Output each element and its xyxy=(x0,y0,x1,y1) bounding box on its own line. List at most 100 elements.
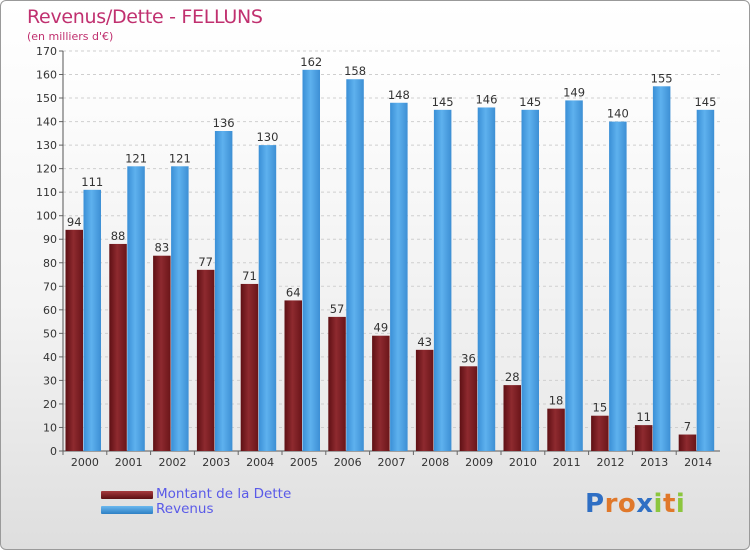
data-label-debt-2001: 88 xyxy=(111,229,126,243)
bar-debt-2008 xyxy=(415,349,434,451)
logo-letter: i xyxy=(653,489,663,519)
x-tick-label-2010: 2010 xyxy=(509,456,537,469)
data-label-debt-2006: 57 xyxy=(330,302,345,316)
bar-revenue-2012 xyxy=(609,121,627,452)
bar-debt-2011 xyxy=(547,408,565,451)
logo-letter: i xyxy=(675,489,686,519)
legend-swatch-revenue xyxy=(101,506,153,514)
logo-letter: o xyxy=(617,489,637,519)
x-tick-label-2009: 2009 xyxy=(465,456,493,469)
y-tick-label-110: 110 xyxy=(36,186,57,199)
data-label-revenue-2009: 146 xyxy=(475,92,497,106)
data-label-debt-2010: 28 xyxy=(505,370,520,384)
data-label-revenue-2008: 145 xyxy=(432,95,454,109)
y-tick-label-130: 130 xyxy=(36,139,57,152)
y-tick-label-150: 150 xyxy=(36,92,57,105)
bar-debt-2006 xyxy=(328,316,346,451)
bar-revenue-2002 xyxy=(171,166,189,451)
x-tick-label-2003: 2003 xyxy=(202,456,230,469)
bar-debt-2000 xyxy=(65,229,83,451)
data-label-revenue-2001: 121 xyxy=(125,151,147,165)
data-label-debt-2011: 18 xyxy=(549,394,564,408)
y-tick-label-30: 30 xyxy=(43,374,57,387)
y-tick-label-40: 40 xyxy=(43,351,57,364)
bar-revenue-2004 xyxy=(258,145,277,451)
logo-letter: r xyxy=(604,489,618,519)
bar-revenue-2014 xyxy=(696,109,715,451)
x-tick-label-2002: 2002 xyxy=(159,456,187,469)
bar-debt-2007 xyxy=(372,335,390,451)
data-label-debt-2004: 71 xyxy=(242,269,257,283)
y-tick-label-70: 70 xyxy=(43,280,57,293)
data-label-revenue-2012: 140 xyxy=(607,107,629,121)
bar-revenue-2013 xyxy=(652,86,671,451)
x-tick-label-2001: 2001 xyxy=(115,456,143,469)
logo-letter: P xyxy=(585,489,605,519)
bar-debt-2010 xyxy=(503,385,521,451)
bar-revenue-2005 xyxy=(302,69,320,451)
data-label-debt-2000: 94 xyxy=(67,215,82,229)
x-tick-label-2005: 2005 xyxy=(290,456,318,469)
bar-revenue-2007 xyxy=(390,102,408,451)
y-tick-label-0: 0 xyxy=(50,445,57,458)
chart-title: Revenus/Dette - FELLUNS xyxy=(27,6,263,28)
bar-debt-2005 xyxy=(284,300,302,451)
y-tick-label-140: 140 xyxy=(36,116,57,129)
chart-subtitle: (en milliers d'€) xyxy=(27,30,114,43)
x-tick-label-2008: 2008 xyxy=(421,456,449,469)
bar-debt-2002 xyxy=(153,255,171,451)
bar-revenue-2008 xyxy=(433,109,452,451)
x-tick-label-2007: 2007 xyxy=(378,456,406,469)
data-label-debt-2003: 77 xyxy=(198,255,213,269)
data-label-revenue-2011: 149 xyxy=(563,85,585,99)
bar-revenue-2010 xyxy=(521,109,539,451)
y-tick-label-160: 160 xyxy=(36,69,57,82)
y-tick-label-170: 170 xyxy=(36,45,57,58)
x-tick-label-2006: 2006 xyxy=(334,456,362,469)
legend-label-revenue: Revenus xyxy=(156,501,214,517)
y-tick-label-50: 50 xyxy=(43,327,57,340)
proxiti-logo: Proxiti xyxy=(585,489,685,519)
bar-debt-2014 xyxy=(678,434,697,451)
data-label-revenue-2003: 136 xyxy=(213,116,235,130)
bar-debt-2013 xyxy=(634,425,653,451)
y-tick-label-100: 100 xyxy=(36,210,57,223)
x-tick-label-2013: 2013 xyxy=(640,456,668,469)
data-label-revenue-2013: 155 xyxy=(651,71,673,85)
data-label-debt-2002: 83 xyxy=(155,241,170,255)
legend-label-debt: Montant de la Dette xyxy=(156,486,292,502)
data-label-revenue-2014: 145 xyxy=(694,95,716,109)
bar-debt-2009 xyxy=(459,366,478,451)
legend-swatch-debt xyxy=(101,491,153,499)
bar-debt-2012 xyxy=(591,415,609,451)
data-label-revenue-2006: 158 xyxy=(344,64,366,78)
data-label-revenue-2002: 121 xyxy=(169,151,191,165)
y-tick-label-20: 20 xyxy=(43,398,57,411)
bar-revenue-2003 xyxy=(214,131,233,451)
x-tick-label-2000: 2000 xyxy=(71,456,99,469)
data-label-debt-2013: 11 xyxy=(636,410,651,424)
data-label-debt-2007: 49 xyxy=(374,321,389,335)
data-label-debt-2005: 64 xyxy=(286,285,301,299)
y-tick-label-120: 120 xyxy=(36,163,57,176)
y-tick-label-80: 80 xyxy=(43,257,57,270)
logo-letter: x xyxy=(636,489,654,519)
x-tick-label-2011: 2011 xyxy=(553,456,581,469)
x-tick-label-2004: 2004 xyxy=(246,456,274,469)
x-tick-label-2014: 2014 xyxy=(684,456,712,469)
data-label-debt-2009: 36 xyxy=(461,351,476,365)
bar-revenue-2000 xyxy=(83,189,101,451)
logo-letter: t xyxy=(662,489,676,519)
x-tick-label-2012: 2012 xyxy=(597,456,625,469)
data-label-revenue-2004: 130 xyxy=(256,130,278,144)
bar-revenue-2006 xyxy=(346,79,364,451)
bar-revenue-2011 xyxy=(565,100,583,451)
data-label-debt-2008: 43 xyxy=(417,335,432,349)
bar-debt-2003 xyxy=(196,269,215,451)
bar-revenue-2009 xyxy=(477,107,496,452)
y-tick-label-60: 60 xyxy=(43,304,57,317)
y-tick-label-90: 90 xyxy=(43,233,57,246)
data-label-revenue-2005: 162 xyxy=(300,55,322,69)
